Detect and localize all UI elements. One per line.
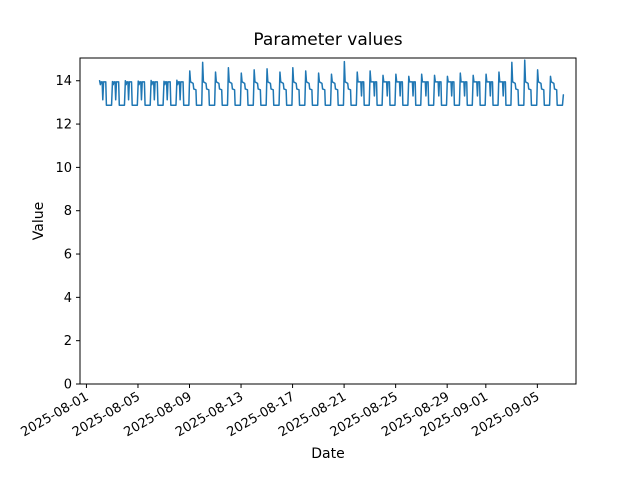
y-tick-label: 2 (64, 334, 72, 349)
series-line (98, 59, 565, 106)
y-tick-label: 8 (64, 204, 72, 219)
y-tick-label: 14 (55, 74, 72, 89)
y-tick-label: 6 (64, 248, 72, 263)
y-tick-label: 0 (64, 378, 72, 393)
chart-title: Parameter values (253, 30, 403, 50)
x-axis-label: Date (311, 446, 345, 462)
y-tick-label: 10 (55, 161, 72, 176)
y-tick-label: 12 (55, 118, 72, 133)
plot-area (79, 57, 577, 385)
y-tick-label: 4 (64, 291, 72, 306)
